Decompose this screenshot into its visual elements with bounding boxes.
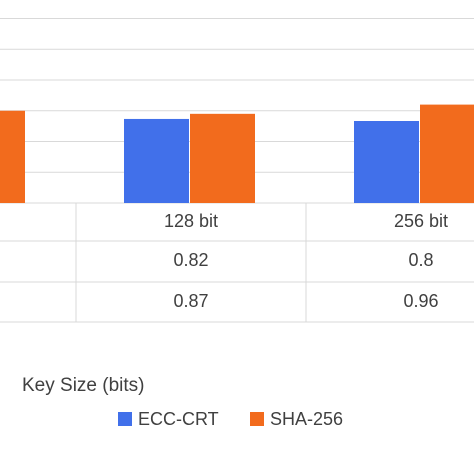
table-value: 0.87 xyxy=(173,291,208,311)
legend-swatch xyxy=(118,412,132,426)
category-label: 256 bit xyxy=(394,211,448,231)
bar xyxy=(420,104,474,203)
x-axis-title: Key Size (bits) xyxy=(22,375,144,396)
bar xyxy=(190,113,255,203)
table-value: 0.8 xyxy=(408,250,433,270)
category-label: 128 bit xyxy=(164,211,218,231)
table-value: 0.96 xyxy=(403,291,438,311)
bar xyxy=(124,118,189,203)
legend-label: ECC-CRT xyxy=(138,409,219,429)
legend-label: SHA-256 xyxy=(270,409,343,429)
table-value: 0.82 xyxy=(173,250,208,270)
legend-swatch xyxy=(250,412,264,426)
bar xyxy=(0,110,25,203)
bar xyxy=(354,121,419,203)
